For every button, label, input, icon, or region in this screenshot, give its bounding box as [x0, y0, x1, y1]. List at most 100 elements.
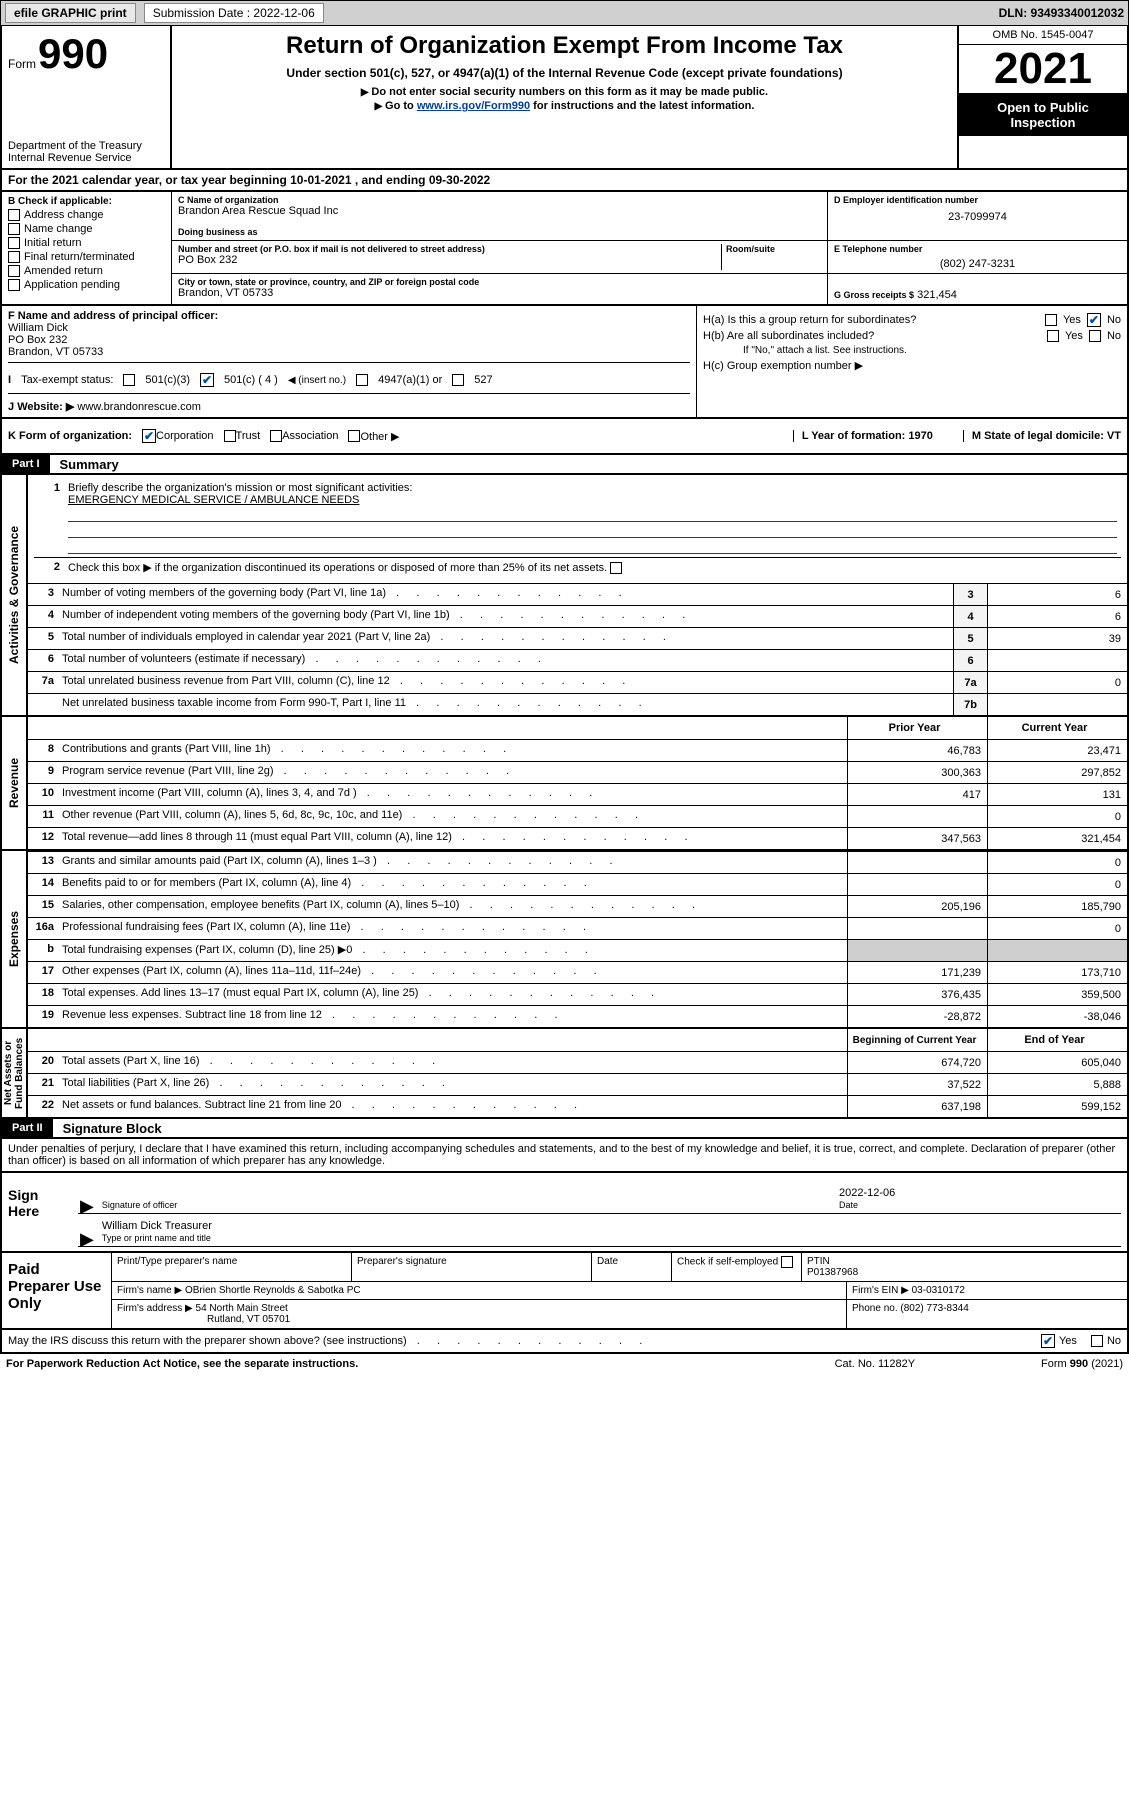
prior-year-value: 417 — [847, 784, 987, 805]
checkbox-501c3[interactable] — [123, 374, 135, 386]
section-fijh: F Name and address of principal officer:… — [0, 306, 1129, 419]
prep-sig-hdr: Preparer's signature — [352, 1253, 592, 1281]
revenue-section: Revenue Prior Year Current Year 8Contrib… — [0, 717, 1129, 851]
line-text: Other revenue (Part VIII, column (A), li… — [58, 806, 847, 827]
opt-amended-return: Amended return — [24, 265, 103, 277]
line-text: Total revenue—add lines 8 through 11 (mu… — [58, 828, 847, 849]
line-text: Benefits paid to or for members (Part IX… — [58, 874, 847, 895]
line2-text: Check this box ▶ if the organization dis… — [68, 562, 607, 574]
prior-year-value: 347,563 — [847, 828, 987, 849]
note-goto-b: for instructions and the latest informat… — [530, 100, 754, 112]
checkbox-line2[interactable] — [610, 562, 622, 574]
current-year-value: 599,152 — [987, 1096, 1127, 1117]
line-num: 22 — [28, 1096, 58, 1117]
checkbox-4947[interactable] — [356, 374, 368, 386]
line-num: 8 — [28, 740, 58, 761]
prior-year-value: 46,783 — [847, 740, 987, 761]
data-line: 15Salaries, other compensation, employee… — [28, 895, 1127, 917]
box-cdeg: C Name of organization Brandon Area Resc… — [172, 192, 1127, 304]
checkbox-discuss-no[interactable] — [1091, 1335, 1103, 1347]
checkbox-initial-return[interactable] — [8, 237, 20, 249]
efile-print-button[interactable]: efile GRAPHIC print — [5, 3, 136, 23]
side-netassets: Net Assets or Fund Balances — [2, 1029, 28, 1117]
line-text: Total liabilities (Part X, line 26) — [58, 1074, 847, 1095]
prior-year-value — [847, 874, 987, 895]
sign-here: Sign Here ▶ Signature of officer 2022-12… — [0, 1173, 1129, 1253]
checkbox-ha-yes[interactable] — [1045, 314, 1057, 326]
city-value: Brandon, VT 05733 — [178, 287, 821, 299]
checkbox-527[interactable] — [452, 374, 464, 386]
header-right: OMB No. 1545-0047 2021 Open to Public In… — [957, 26, 1127, 168]
line-num: 11 — [28, 806, 58, 827]
data-line: 12Total revenue—add lines 8 through 11 (… — [28, 827, 1127, 849]
checkbox-trust[interactable] — [224, 430, 236, 442]
ha-yes: Yes — [1063, 314, 1081, 326]
checkbox-assoc[interactable] — [270, 430, 282, 442]
gov-line: 6Total number of volunteers (estimate if… — [28, 649, 1127, 671]
prep-date-hdr: Date — [592, 1253, 672, 1281]
line-num: 18 — [28, 984, 58, 1005]
part2-tag: Part II — [2, 1119, 53, 1137]
opt-527: 527 — [474, 374, 492, 386]
checkbox-501c[interactable] — [200, 373, 214, 387]
checkbox-hb-no[interactable] — [1089, 330, 1101, 342]
dln: DLN: 93493340012032 — [999, 6, 1124, 20]
current-year-value: 0 — [987, 852, 1127, 873]
opt-501c-insert: ◀ (insert no.) — [288, 375, 346, 386]
expenses-section: Expenses 13Grants and similar amounts pa… — [0, 851, 1129, 1029]
gov-line: 4Number of independent voting members of… — [28, 605, 1127, 627]
checkbox-address-change[interactable] — [8, 209, 20, 221]
firm-name: OBrien Shortle Reynolds & Sabotka PC — [185, 1285, 361, 1296]
officer-label: F Name and address of principal officer: — [8, 310, 218, 322]
checkbox-amended-return[interactable] — [8, 265, 20, 277]
officer-addr1: PO Box 232 — [8, 334, 67, 346]
room-label: Room/suite — [726, 244, 821, 254]
line-text: Contributions and grants (Part VIII, lin… — [58, 740, 847, 761]
checkbox-self-employed[interactable] — [781, 1256, 793, 1268]
checkbox-application-pending[interactable] — [8, 279, 20, 291]
line-text: Number of independent voting members of … — [58, 606, 953, 627]
header-left: Form 990 Department of the Treasury Inte… — [2, 26, 172, 168]
ein-label: D Employer identification number — [834, 195, 1121, 205]
firm-ein: 03-0310172 — [912, 1285, 965, 1296]
line-text: Total unrelated business revenue from Pa… — [58, 672, 953, 693]
form-word: Form — [8, 57, 36, 71]
box-l: L Year of formation: 1970 — [793, 430, 933, 442]
line-text: Total expenses. Add lines 13–17 (must eq… — [58, 984, 847, 1005]
current-year-value: -38,046 — [987, 1006, 1127, 1027]
opt-address-change: Address change — [24, 209, 104, 221]
street-value: PO Box 232 — [178, 254, 721, 266]
part2-title: Signature Block — [53, 1121, 162, 1136]
gross-receipts-value: 321,454 — [917, 289, 957, 301]
checkbox-ha-no[interactable] — [1087, 313, 1101, 327]
opt-application-pending: Application pending — [24, 279, 120, 291]
checkbox-name-change[interactable] — [8, 223, 20, 235]
part1-title: Summary — [50, 457, 119, 472]
website-value: www.brandonrescue.com — [77, 401, 201, 413]
hb-yes: Yes — [1065, 330, 1083, 342]
checkbox-other[interactable] — [348, 430, 360, 442]
part1-tag: Part I — [2, 455, 50, 473]
gov-line: 3Number of voting members of the governi… — [28, 583, 1127, 605]
ha-label: H(a) Is this a group return for subordin… — [703, 314, 1039, 326]
side-expenses: Expenses — [2, 851, 28, 1027]
gov-line: 5Total number of individuals employed in… — [28, 627, 1127, 649]
prep-name-hdr: Print/Type preparer's name — [112, 1253, 352, 1281]
checkbox-hb-yes[interactable] — [1047, 330, 1059, 342]
prior-year-value: 376,435 — [847, 984, 987, 1005]
box-k-label: K Form of organization: — [8, 430, 132, 442]
cat-no: Cat. No. 11282Y — [835, 1358, 915, 1370]
line-text: Total number of individuals employed in … — [58, 628, 953, 649]
officer-name: William Dick — [8, 322, 68, 334]
mission-text: EMERGENCY MEDICAL SERVICE / AMBULANCE NE… — [68, 494, 359, 506]
officer-typed-name: William Dick Treasurer — [102, 1220, 1119, 1232]
note-goto-a: Go to — [385, 100, 417, 112]
checkbox-corp[interactable] — [142, 429, 156, 443]
tax-exempt-label: Tax-exempt status: — [21, 374, 113, 386]
box-b-label: B Check if applicable: — [8, 196, 165, 207]
checkbox-discuss-yes[interactable] — [1041, 1334, 1055, 1348]
checkbox-final-return[interactable] — [8, 251, 20, 263]
submission-date: Submission Date : 2022-12-06 — [144, 3, 324, 23]
line-text: Other expenses (Part IX, column (A), lin… — [58, 962, 847, 983]
irs-link[interactable]: www.irs.gov/Form990 — [417, 100, 530, 112]
